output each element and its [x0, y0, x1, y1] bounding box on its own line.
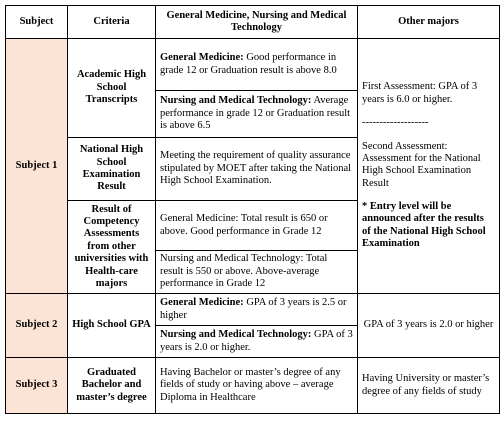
subject-cell: Subject 1 [5, 38, 68, 294]
other-text: Second Assessment: Assessment for the Na… [362, 140, 481, 189]
criteria-cell: Graduated Bachelor and master’s degree [67, 357, 156, 414]
requirement-label: Nursing and Medical Technology: [160, 95, 312, 107]
requirement-cell: Having Bachelor or master’s degree of an… [155, 357, 358, 414]
requirement-cell: General Medicine: Good performance in gr… [155, 38, 358, 91]
row: Subject 2 High School GPA General Medici… [5, 293, 500, 358]
requirement-cell: General Medicine: Total result is 650 or… [155, 200, 358, 251]
requirement-cell: Nursing and Medical Technology: Total re… [155, 250, 358, 294]
requirement-text: Good performance in grade 12 or Graduati… [160, 52, 337, 76]
requirement-text: Average performance in grade 12 or Gradu… [160, 95, 351, 132]
requirement-cell: Nursing and Medical Technology: GPA of 3… [155, 325, 358, 358]
other-text: * Entry level will be announced after th… [362, 201, 486, 250]
row: Nursing and Medical Technology: GPA of 3… [6, 325, 500, 358]
row: Nursing and Medical Technology: Total re… [6, 250, 500, 294]
criteria-cell: High School GPA [67, 293, 156, 358]
criteria-cell: Result of Competency Assessments from ot… [67, 200, 156, 294]
other-text: First Assessment: GPA of 3 years is 6.0 … [362, 81, 478, 105]
requirement-text: GPA of 3 years is 2.5 or higher [160, 297, 347, 321]
requirement-text: GPA of 3 years is 2.0 or higher. [160, 329, 353, 353]
criteria-cell: National High School Examination Result [67, 137, 156, 201]
requirement-label: General Medicine: [160, 52, 244, 64]
header-row: Subject Criteria General Medicine, Nursi… [5, 5, 500, 39]
requirement-label: Nursing and Medical Technology: [160, 329, 312, 341]
row: Subject 3 Graduated Bachelor and master’… [5, 357, 500, 414]
row: Nursing and Medical Technology: Average … [6, 90, 500, 138]
other-cell: First Assessment: GPA of 3 years is 6.0 … [357, 38, 500, 294]
subject-cell: Subject 2 [5, 293, 68, 358]
header-cell: General Medicine, Nursing and Medical Te… [155, 5, 358, 39]
requirement-cell: Meeting the requirement of quality assur… [155, 137, 358, 201]
criteria-cell: Academic High School Transcripts [67, 38, 156, 138]
row: National High School Examination Result … [6, 137, 500, 201]
requirement-cell: General Medicine: GPA of 3 years is 2.5 … [155, 293, 358, 326]
requirement-label: General Medicine: [160, 297, 244, 309]
row: Result of Competency Assessments from ot… [6, 200, 500, 294]
other-text: ------------------- [362, 117, 429, 129]
header-cell: Other majors [357, 5, 500, 39]
row: Subject 1 Academic High School Transcrip… [5, 38, 500, 294]
other-cell: Having University or master’s degree of … [357, 357, 500, 414]
other-cell: GPA of 3 years is 2.0 or higher [357, 293, 500, 358]
header-cell: Criteria [67, 5, 156, 39]
admission-table: Subject Criteria General Medicine, Nursi… [5, 5, 500, 414]
requirement-cell: Nursing and Medical Technology: Average … [155, 90, 358, 138]
subject-cell: Subject 3 [5, 357, 68, 414]
header-cell: Subject [5, 5, 68, 39]
